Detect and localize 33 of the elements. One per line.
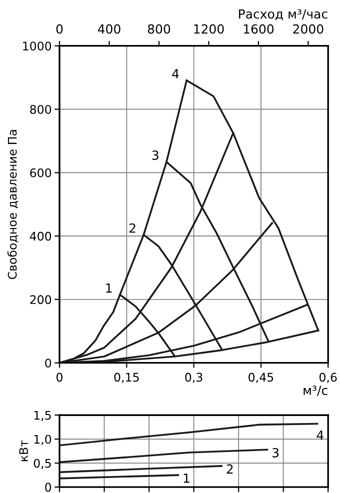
annotation: 4	[316, 430, 324, 440]
y-tick-label: 1000	[23, 42, 52, 50]
y-tick-label: 0	[45, 358, 52, 368]
y-tick-label: 200	[30, 295, 52, 304]
x2-tick-label: 400	[98, 24, 120, 34]
x2-tick-label: 1600	[244, 24, 274, 34]
annotation: 2	[129, 223, 136, 233]
x2-tick-label: 800	[148, 24, 170, 34]
y-tick-label: 600	[30, 168, 52, 178]
y-axis-title: Свободное давление Па	[7, 130, 18, 280]
x2-tick-label: 0	[56, 24, 63, 34]
x2-tick-label: 1200	[194, 24, 224, 34]
annotation: 1	[184, 474, 190, 483]
x-axis-title: м³/с	[304, 386, 328, 396]
annotation: 4	[172, 69, 179, 78]
y-tick-label: 0	[45, 482, 52, 492]
y-axis-title: кВт	[19, 440, 28, 462]
y-tick-label: 400	[30, 232, 52, 241]
annotation: 3	[152, 150, 158, 160]
x2-axis-title: Расход м³/час	[239, 9, 328, 20]
x-tick-label: 0,15	[114, 372, 139, 383]
x2-tick-label: 2000	[293, 24, 324, 34]
annotation: 3	[272, 448, 279, 458]
annotation: 2	[226, 464, 233, 474]
x-tick-label: 0,3	[185, 372, 202, 383]
y-tick-label: 800	[30, 104, 52, 114]
x-tick-label: 0,6	[319, 372, 337, 383]
y-tick-label: 1,0	[34, 434, 52, 445]
x-tick-label: 0,45	[248, 372, 274, 383]
y-tick-label: 0,5	[34, 458, 51, 469]
x-tick-label: 0	[56, 372, 62, 382]
annotation: 1	[106, 283, 112, 293]
y-tick-label: 1,5	[34, 410, 51, 421]
